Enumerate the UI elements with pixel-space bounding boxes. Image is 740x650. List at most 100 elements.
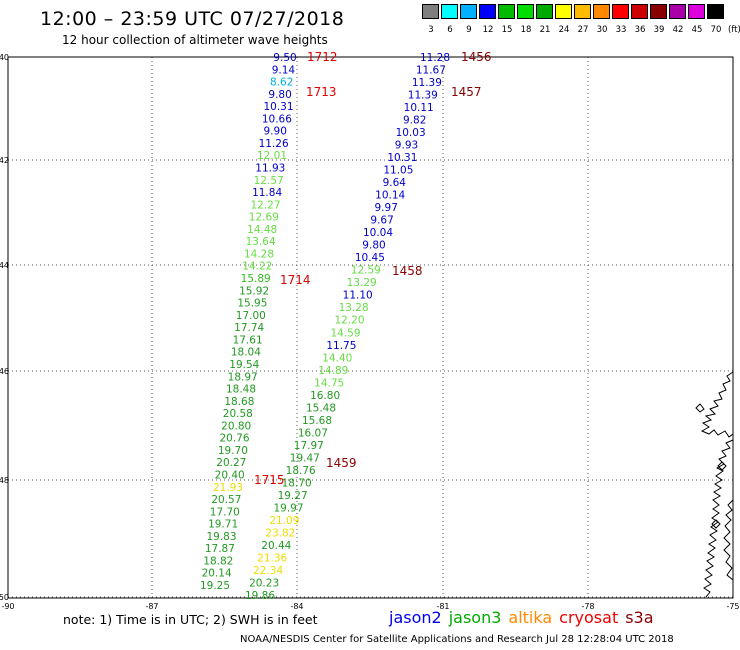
swh-label-b: 22.34 [253,565,283,577]
swh-label-b: 19.47 [290,452,320,464]
lon-label: -84 [290,602,303,611]
swh-label-b: 23.82 [265,527,295,539]
scale-swatch [479,4,496,19]
scale-label: 6 [447,25,453,35]
swh-label-a: 20.57 [211,494,241,506]
swh-label-b: 11.39 [408,90,438,102]
scale-label: 3 [428,25,434,35]
map-subtitle: 12 hour collection of altimeter wave hei… [62,33,328,47]
swh-label-a: 9.90 [264,126,287,138]
coast-segment [723,499,734,581]
swh-label-a: 18.04 [231,347,261,359]
swh-label-a: 12.27 [250,199,280,211]
swh-label-b: 11.39 [412,77,442,89]
swh-label-b: 10.45 [355,252,385,264]
cycle-labels: 1712 1713 1714 1715 1456 1457 1458 1459 [254,50,492,487]
swh-label-a: 9.80 [268,89,291,101]
scale-label: 36 [634,25,646,35]
swh-label-b: 20.23 [249,578,279,590]
swh-label-a: 9.14 [272,64,296,76]
scale-label: 45 [691,25,703,35]
swh-label-a: 14.28 [244,249,274,261]
scale-swatch [536,4,553,19]
swh-label-b: 14.89 [318,365,348,377]
swh-label-a: 20.40 [215,470,245,482]
lon-label: -81 [436,602,449,611]
swh-label-b: 16.80 [310,390,340,402]
scale-label: 30 [596,25,608,35]
lat-label: 44 [0,261,9,270]
swh-label-b: 11.67 [416,65,446,77]
cycle-label: 1713 [306,85,337,99]
swh-label-a: 11.93 [255,163,285,175]
cycle-label: 1457 [451,85,482,99]
swh-label-a: 10.31 [263,101,293,113]
swh-label-a: 15.92 [239,285,269,297]
swh-label-b: 14.75 [314,377,344,389]
swh-label-b: 9.97 [375,202,398,214]
swh-label-a: 17.70 [210,506,240,518]
swh-label-b: 9.82 [403,115,426,127]
swh-label-a: 9.50 [273,52,296,64]
cycle-label: 1456 [461,50,492,64]
track-labels: 9.509.148.629.8010.3110.669.9011.2612.01… [200,52,450,602]
swh-label-b: 9.64 [383,177,407,189]
swh-label-a: 11.84 [252,187,282,199]
cycle-label: 1459 [326,456,357,470]
swh-label-a: 14.48 [247,224,277,236]
scale-swatch [441,4,458,19]
coast-segment [700,371,734,438]
scale-swatch [669,4,686,19]
swh-label-b: 10.03 [396,127,426,139]
swh-label-b: 15.68 [302,415,332,427]
swh-label-b: 16.07 [298,427,328,439]
legend-altika: altika [508,608,553,627]
scale-swatch [460,4,477,19]
swh-label-a: 18.68 [224,396,254,408]
coast-segment [695,403,705,413]
scale-label: 27 [577,25,589,35]
map-frame [7,56,734,599]
swh-label-b: 15.48 [306,402,336,414]
swh-label-a: 8.62 [270,77,293,89]
scale-label: 18 [520,25,532,35]
cycle-label: 1458 [392,264,423,278]
scale-label: 12 [482,25,494,35]
swh-label-b: 10.31 [387,152,417,164]
swh-label-a: 19.70 [218,445,248,457]
swh-label-a: 18.48 [226,384,256,396]
lat-label: 46 [0,367,9,376]
coast-segment [711,519,721,529]
map-grid [7,56,734,598]
scale-label: 42 [672,25,684,35]
lat-label: 42 [0,156,9,165]
map-title: 12:00 – 23:59 UTC 07/27/2018 [40,8,345,30]
swh-label-a: 11.26 [259,138,289,150]
swh-label-a: 20.80 [221,420,251,432]
swh-label-a: 17.61 [233,334,263,346]
coastline [695,371,734,598]
swh-label-b: 12.59 [351,265,381,277]
lon-label: -75 [726,602,739,611]
swh-label-a: 14.22 [242,261,272,273]
scale-label: 15 [501,25,513,35]
swh-label-b: 19.27 [278,490,308,502]
swh-label-a: 10.66 [262,113,292,125]
scale-swatch [631,4,648,19]
note-text: note: 1) Time is in UTC; 2) SWH is in fe… [63,612,318,627]
swh-label-b: 9.67 [370,215,393,227]
swh-label-b: 13.29 [347,277,377,289]
lat-label: 48 [0,476,9,485]
satellite-legend: jason2 jason3 altika cryosat s3a [389,608,661,627]
swh-label-a: 21.93 [213,482,243,494]
swh-label-a: 19.25 [200,580,230,592]
swh-label-b: 11.05 [383,165,413,177]
axis-labels: 40 42 44 46 48 50-90 -87 -84 -81 -78 -75 [0,53,740,611]
swh-label-b: 20.44 [261,540,291,552]
cycle-label: 1715 [254,473,285,487]
lon-label: -87 [145,602,158,611]
scale-swatch [574,4,591,19]
swh-label-b: 14.59 [330,327,360,339]
footer-credit: NOAA/NESDIS Center for Satellite Applica… [240,634,674,645]
